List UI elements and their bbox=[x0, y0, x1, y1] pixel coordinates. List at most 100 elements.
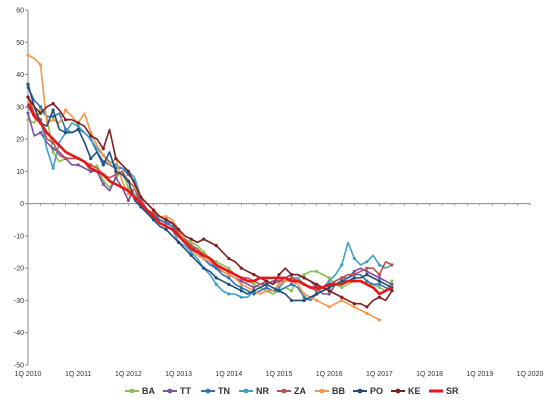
data-point bbox=[239, 266, 243, 270]
data-point bbox=[352, 269, 356, 274]
data-point bbox=[365, 279, 369, 283]
data-point bbox=[365, 305, 369, 309]
chart-series bbox=[26, 53, 394, 322]
data-point bbox=[126, 169, 130, 173]
data-point bbox=[327, 276, 331, 280]
data-point bbox=[302, 292, 306, 296]
legend-marker bbox=[205, 388, 211, 394]
series-line-bb bbox=[27, 54, 380, 321]
data-point bbox=[202, 250, 206, 254]
legend-marker bbox=[281, 388, 287, 394]
data-point bbox=[252, 292, 256, 296]
data-point bbox=[302, 295, 306, 299]
data-point bbox=[340, 285, 344, 290]
x-tick-label: 1Q 2017 bbox=[366, 371, 393, 378]
data-point bbox=[327, 289, 331, 293]
y-tick-label: 40 bbox=[16, 72, 24, 79]
x-tick-label: 1Q 2018 bbox=[416, 371, 443, 378]
y-tick-label: -10 bbox=[14, 233, 24, 240]
y-tick-label: -40 bbox=[14, 330, 24, 337]
data-point bbox=[202, 256, 206, 261]
data-point bbox=[38, 63, 43, 67]
legend-marker bbox=[395, 388, 401, 394]
x-tick-label: 1Q 2020 bbox=[517, 371, 544, 378]
data-point bbox=[126, 179, 130, 183]
data-point bbox=[26, 95, 30, 99]
data-point bbox=[340, 263, 344, 267]
legend-label: KE bbox=[408, 386, 421, 396]
x-tick-label: 1Q 2011 bbox=[65, 371, 91, 378]
data-point bbox=[365, 269, 369, 274]
data-point bbox=[315, 289, 319, 293]
y-tick-label: 20 bbox=[16, 137, 24, 144]
data-point bbox=[214, 282, 218, 286]
data-point bbox=[126, 198, 130, 203]
data-point bbox=[377, 279, 381, 283]
data-point bbox=[239, 279, 243, 283]
data-point bbox=[352, 273, 356, 277]
data-point bbox=[302, 298, 306, 303]
data-point bbox=[377, 295, 381, 299]
data-point bbox=[89, 137, 93, 141]
data-point bbox=[315, 298, 319, 303]
y-tick-label: 50 bbox=[16, 40, 24, 47]
data-point bbox=[327, 285, 331, 290]
legend-label: BB bbox=[332, 386, 345, 396]
data-point bbox=[390, 263, 394, 267]
data-point bbox=[76, 127, 80, 132]
legend-item-za: ZA bbox=[277, 386, 306, 396]
y-tick-label: -30 bbox=[14, 298, 24, 305]
series-line-nr bbox=[27, 106, 393, 299]
data-point bbox=[289, 282, 294, 286]
data-point bbox=[51, 166, 55, 170]
data-point bbox=[227, 266, 231, 270]
data-point bbox=[51, 118, 55, 122]
data-point bbox=[264, 279, 269, 283]
data-point bbox=[51, 147, 55, 151]
data-point bbox=[277, 273, 281, 277]
data-point bbox=[177, 227, 181, 232]
x-tick-label: 1Q 2012 bbox=[115, 371, 142, 378]
series-line-tn bbox=[27, 87, 393, 302]
y-tick-label: 60 bbox=[16, 8, 24, 15]
data-point bbox=[126, 185, 130, 190]
data-point bbox=[64, 118, 68, 122]
data-point bbox=[51, 108, 55, 112]
legend-label: ZA bbox=[294, 386, 306, 396]
chart-legend: BA TT TN NR ZA BB PO KE SR bbox=[125, 386, 459, 396]
legend-marker bbox=[129, 388, 135, 394]
series-po bbox=[26, 82, 394, 303]
data-point bbox=[302, 276, 306, 280]
data-point bbox=[151, 208, 156, 212]
data-point bbox=[352, 256, 356, 261]
data-point bbox=[327, 279, 331, 283]
data-point bbox=[38, 111, 43, 115]
y-tick-label: 0 bbox=[20, 201, 24, 208]
data-point bbox=[289, 276, 294, 280]
data-point bbox=[227, 282, 231, 286]
data-point bbox=[89, 169, 93, 173]
data-point bbox=[64, 131, 68, 135]
data-point bbox=[76, 124, 80, 128]
data-point bbox=[239, 289, 243, 293]
legend-item-ba: BA bbox=[125, 386, 155, 396]
data-point bbox=[340, 295, 344, 299]
data-point bbox=[239, 295, 243, 299]
data-point bbox=[227, 256, 231, 261]
data-point bbox=[139, 195, 143, 199]
x-tick-label: 1Q 2019 bbox=[466, 371, 493, 378]
data-point bbox=[76, 163, 80, 167]
legend-marker bbox=[243, 388, 249, 394]
data-point bbox=[101, 163, 105, 167]
legend-item-sr: SR bbox=[429, 386, 459, 396]
data-point bbox=[252, 289, 256, 293]
data-point bbox=[302, 273, 306, 277]
data-point bbox=[352, 302, 356, 306]
data-point bbox=[202, 266, 206, 270]
data-point bbox=[390, 289, 394, 293]
data-point bbox=[239, 282, 243, 286]
data-point bbox=[227, 292, 231, 296]
legend-label: BA bbox=[142, 386, 155, 396]
data-point bbox=[365, 260, 369, 264]
